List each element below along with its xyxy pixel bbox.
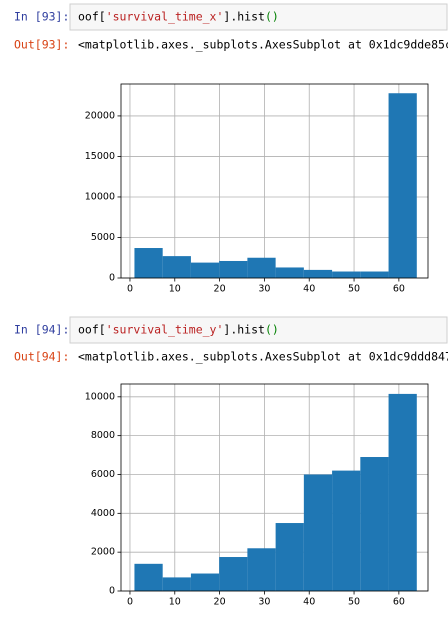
bar bbox=[134, 563, 163, 591]
y-tick-label: 8000 bbox=[91, 430, 115, 441]
bar bbox=[332, 271, 361, 278]
bar bbox=[162, 256, 191, 278]
bar bbox=[360, 457, 389, 591]
bar bbox=[247, 548, 276, 591]
bar bbox=[190, 262, 220, 278]
code-token: ].hist bbox=[223, 323, 265, 337]
x-tick-label: 10 bbox=[169, 284, 181, 295]
x-tick-label: 10 bbox=[169, 597, 181, 608]
output-text: <matplotlib.axes._subplots.AxesSubplot a… bbox=[78, 38, 448, 52]
y-tick-label: 6000 bbox=[91, 469, 115, 480]
x-tick-label: 40 bbox=[303, 284, 315, 295]
x-tick-label: 20 bbox=[214, 284, 226, 295]
y-tick-label: 2000 bbox=[91, 547, 115, 558]
axes-frame bbox=[120, 383, 429, 592]
x-tick-label: 30 bbox=[258, 284, 270, 295]
x-tick-label: 40 bbox=[303, 597, 315, 608]
y-tick-label: 4000 bbox=[91, 508, 115, 519]
x-tick-label: 50 bbox=[348, 597, 360, 608]
plot-area bbox=[121, 84, 428, 278]
bar bbox=[134, 248, 163, 278]
x-tick-label: 30 bbox=[258, 597, 270, 608]
in-prompt: In [94]: bbox=[14, 323, 69, 337]
output-text: <matplotlib.axes._subplots.AxesSubplot a… bbox=[78, 350, 448, 364]
code-cell[interactable] bbox=[69, 316, 448, 344]
bar bbox=[162, 577, 191, 591]
y-tick-label: 10000 bbox=[85, 391, 115, 402]
bar bbox=[219, 260, 248, 278]
bar bbox=[303, 474, 333, 591]
bar bbox=[303, 269, 333, 278]
y-tick-label: 10000 bbox=[85, 191, 115, 202]
x-tick-label: 20 bbox=[214, 597, 226, 608]
code-cell[interactable] bbox=[69, 3, 448, 31]
out-prompt: Out[94]: bbox=[14, 350, 69, 364]
bar bbox=[360, 271, 389, 278]
y-tick-label: 15000 bbox=[85, 151, 115, 162]
y-tick-label: 5000 bbox=[91, 232, 115, 243]
y-tick-label: 0 bbox=[109, 273, 115, 284]
code-token: oof[ bbox=[78, 323, 106, 337]
code-token: 'survival_time_x' bbox=[106, 10, 224, 24]
y-tick-label: 20000 bbox=[85, 110, 115, 121]
x-tick-label: 60 bbox=[393, 284, 405, 295]
bar bbox=[332, 470, 361, 591]
x-tick-label: 60 bbox=[393, 597, 405, 608]
axes-frame bbox=[120, 83, 429, 279]
bar bbox=[388, 93, 417, 278]
x-tick-label: 0 bbox=[127, 284, 133, 295]
code-token: 'survival_time_y' bbox=[106, 323, 224, 337]
x-tick-label: 0 bbox=[127, 597, 133, 608]
code-token: () bbox=[265, 10, 279, 24]
y-tick-label: 0 bbox=[109, 586, 115, 597]
bar bbox=[275, 523, 304, 591]
bar bbox=[247, 257, 276, 278]
in-prompt: In [93]: bbox=[14, 10, 69, 24]
out-prompt: Out[93]: bbox=[14, 38, 69, 52]
code-token: oof[ bbox=[78, 10, 106, 24]
bar bbox=[190, 573, 220, 591]
bar bbox=[219, 557, 248, 591]
x-tick-label: 50 bbox=[348, 284, 360, 295]
code-token: () bbox=[265, 323, 279, 337]
bar bbox=[388, 393, 417, 591]
bar bbox=[275, 267, 304, 278]
code-token: ].hist bbox=[223, 10, 265, 24]
